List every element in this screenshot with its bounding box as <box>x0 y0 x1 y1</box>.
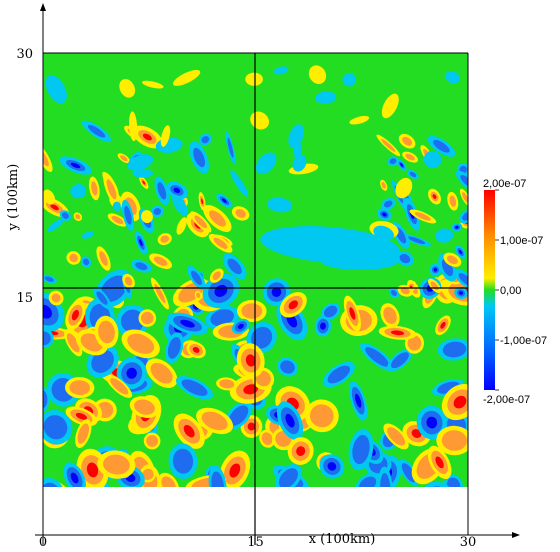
y-tick-label: 30 <box>16 47 33 62</box>
y-axis-arrow-icon <box>40 3 46 11</box>
colorbar-tick-labels: 2,00e-07 1,00e-07 0,00 -1,00e-07 -2,00e-07 <box>483 178 547 406</box>
colorbar <box>484 190 495 390</box>
colorbar-tick-label: -1,00e-07 <box>500 335 547 347</box>
colorbar-tick-label: -2,00e-07 <box>483 394 530 406</box>
colorbar-tick-label: 1,00e-07 <box>500 235 543 247</box>
x-tick-label: 30 <box>460 535 477 550</box>
x-tick-label: 0 <box>39 535 47 550</box>
y-tick-label: 15 <box>16 291 33 306</box>
x-axis-label: x (100km) <box>309 532 376 547</box>
colorbar-tick-label: 0,00 <box>500 285 521 297</box>
y-axis-label: y (100km) <box>6 164 21 232</box>
x-tick-labels: 0 15 30 <box>39 535 476 550</box>
contour-field <box>43 65 468 487</box>
colorbar-tick-label: 2,00e-07 <box>483 178 526 190</box>
x-axis-arrow-icon <box>512 532 520 538</box>
x-tick-label: 15 <box>247 535 264 550</box>
